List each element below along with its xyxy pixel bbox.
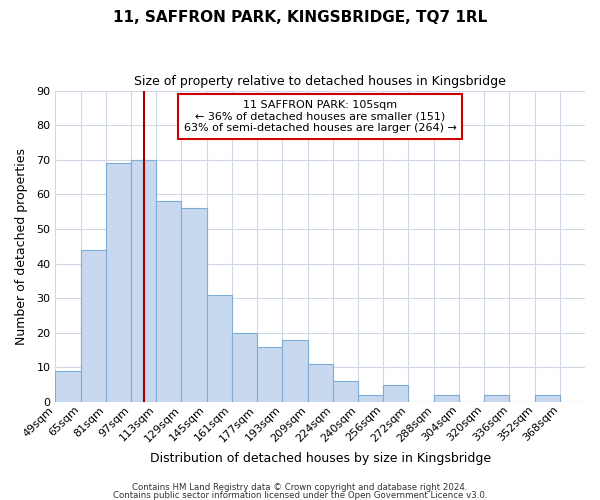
Text: Contains public sector information licensed under the Open Government Licence v3: Contains public sector information licen… — [113, 490, 487, 500]
Bar — [232, 332, 257, 402]
Text: Contains HM Land Registry data © Crown copyright and database right 2024.: Contains HM Land Registry data © Crown c… — [132, 484, 468, 492]
Bar — [156, 202, 181, 402]
Y-axis label: Number of detached properties: Number of detached properties — [15, 148, 28, 344]
Bar — [181, 208, 206, 402]
Bar — [434, 395, 459, 402]
Bar — [257, 346, 283, 402]
Bar — [535, 395, 560, 402]
Bar — [80, 250, 106, 402]
Bar — [333, 381, 358, 402]
Title: Size of property relative to detached houses in Kingsbridge: Size of property relative to detached ho… — [134, 75, 506, 88]
Bar — [283, 340, 308, 402]
Bar — [106, 163, 131, 402]
Bar — [206, 294, 232, 402]
Text: 11 SAFFRON PARK: 105sqm
← 36% of detached houses are smaller (151)
63% of semi-d: 11 SAFFRON PARK: 105sqm ← 36% of detache… — [184, 100, 457, 133]
Bar — [358, 395, 383, 402]
Bar — [484, 395, 509, 402]
Bar — [308, 364, 333, 402]
Bar — [383, 384, 409, 402]
Text: 11, SAFFRON PARK, KINGSBRIDGE, TQ7 1RL: 11, SAFFRON PARK, KINGSBRIDGE, TQ7 1RL — [113, 10, 487, 25]
Bar — [131, 160, 156, 402]
Bar — [55, 371, 80, 402]
X-axis label: Distribution of detached houses by size in Kingsbridge: Distribution of detached houses by size … — [149, 452, 491, 465]
